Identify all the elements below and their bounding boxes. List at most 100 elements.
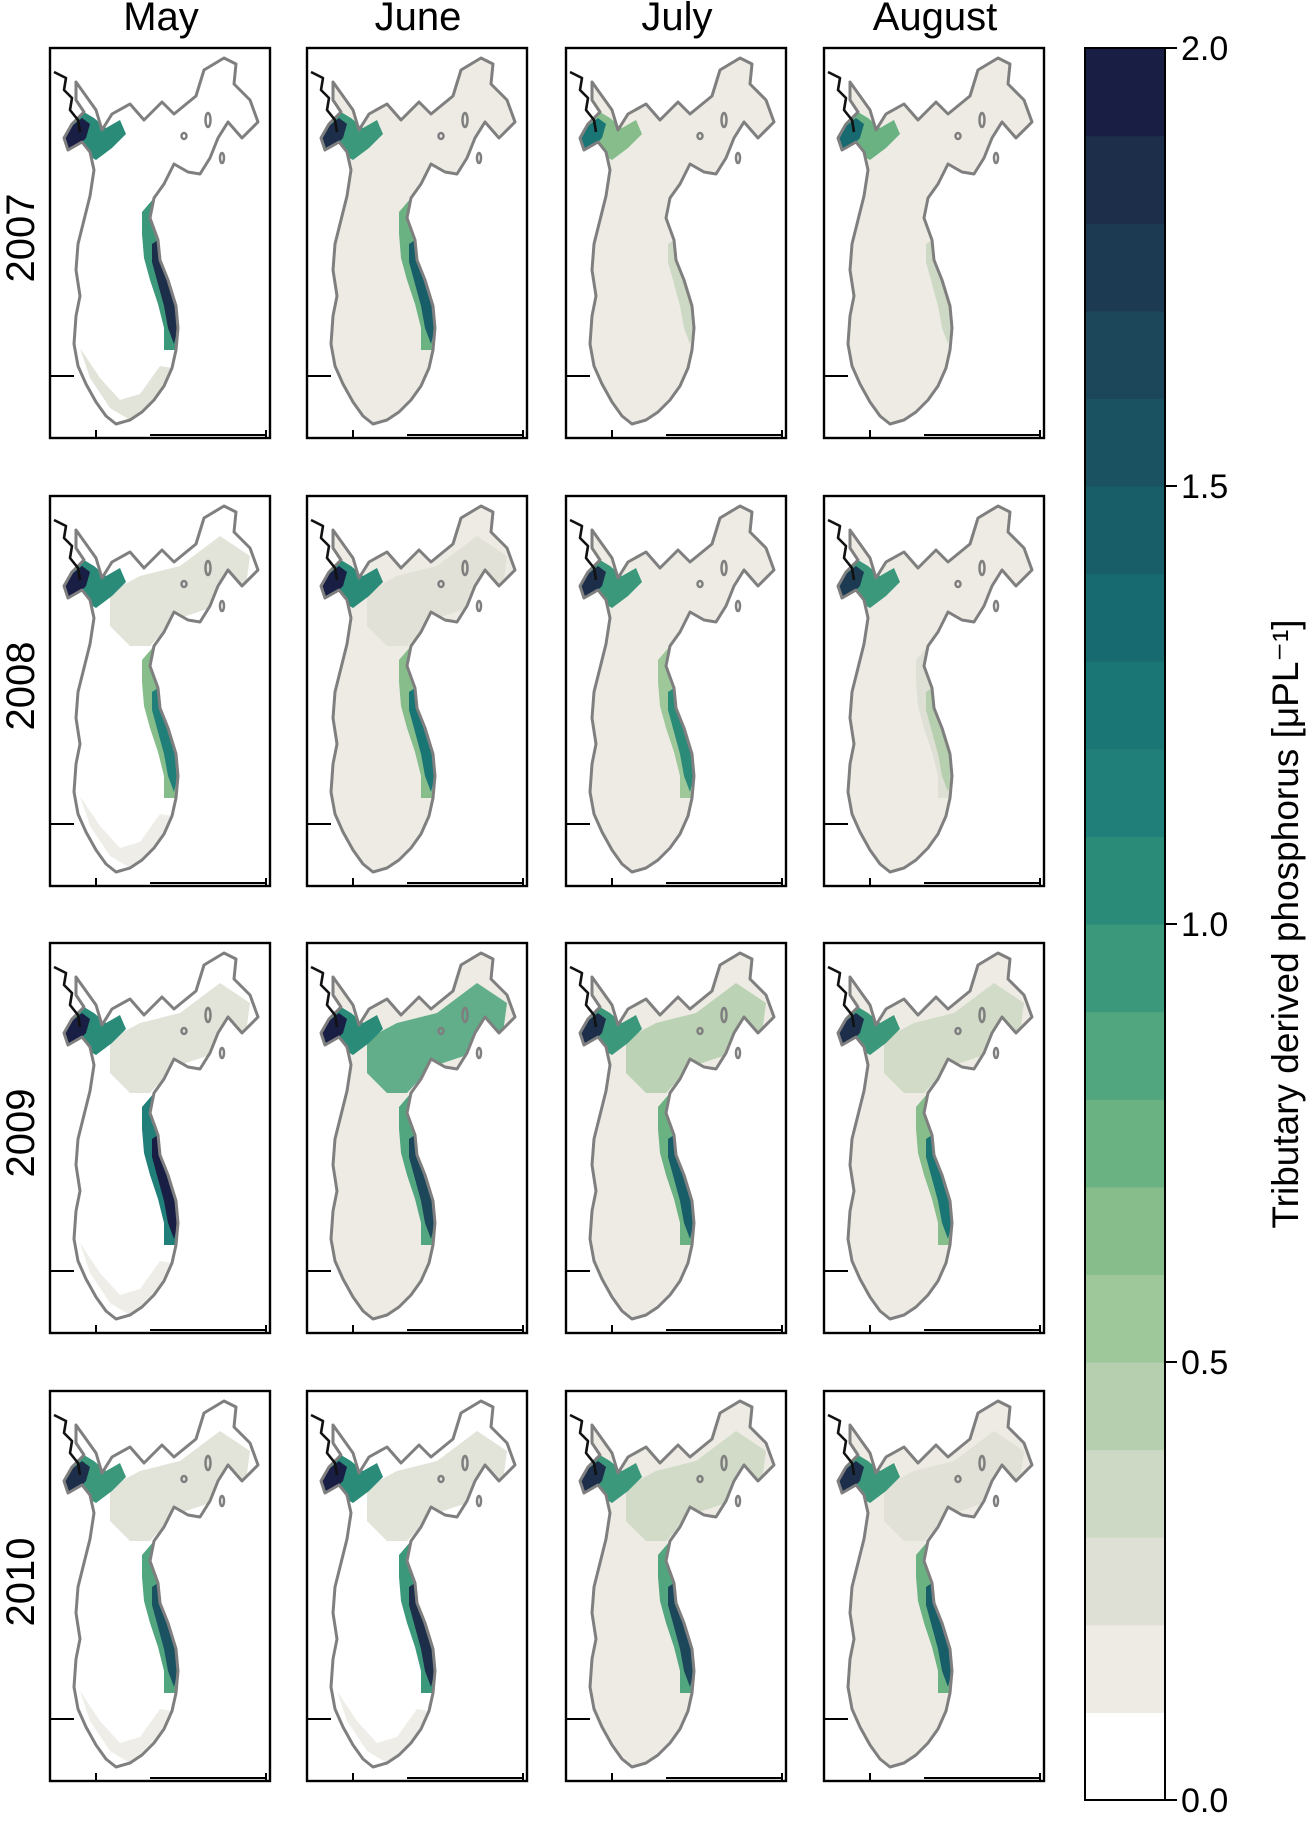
east-shore-plume-core xyxy=(926,1135,952,1239)
colorbar-tick-label: 1.0 xyxy=(1181,906,1228,944)
river-line xyxy=(53,965,82,1028)
island xyxy=(734,151,742,165)
island xyxy=(218,1494,226,1508)
colorbar-band xyxy=(1085,1449,1165,1538)
colorbar-band xyxy=(1085,1624,1165,1713)
river-line xyxy=(569,965,598,1028)
island xyxy=(475,151,483,165)
south-basin-plume xyxy=(854,1243,946,1315)
island xyxy=(992,1494,1000,1508)
island xyxy=(437,1474,445,1484)
east-shore-plume-core xyxy=(152,688,178,792)
colorbar: 0.0 0.5 1.0 1.5 2.0 Tributary derived phosph… xyxy=(1084,30,1306,1820)
south-basin-plume xyxy=(80,348,172,420)
river-line xyxy=(569,70,598,133)
north-basin-plume xyxy=(626,1431,766,1541)
north-basin-plume xyxy=(884,536,1024,646)
island xyxy=(720,111,728,129)
island xyxy=(954,131,962,141)
phosphorus-field xyxy=(838,506,1032,872)
south-basin-plume xyxy=(854,348,946,420)
map-panel-2007-june xyxy=(305,46,529,440)
colorbar-tick-label: 2.0 xyxy=(1181,30,1228,68)
map-panel-2009-may xyxy=(48,941,272,1335)
east-shore-plume-core xyxy=(668,688,694,792)
map-panel-2008-july xyxy=(564,494,788,888)
colorbar-tick-label: 0.5 xyxy=(1181,1344,1228,1382)
island xyxy=(954,1474,962,1484)
river-line xyxy=(53,70,82,133)
colorbar-band xyxy=(1085,1362,1165,1451)
island xyxy=(204,111,212,129)
bay-plume-core xyxy=(64,118,90,150)
river-line xyxy=(310,518,339,581)
row-label-2009: 2009 xyxy=(0,1089,43,1178)
island xyxy=(218,1046,226,1060)
south-basin-plume xyxy=(80,1691,172,1763)
column-label-june: June xyxy=(375,0,462,39)
river-line xyxy=(569,1413,598,1476)
column-label-july: July xyxy=(641,0,712,39)
north-basin-plume xyxy=(110,1431,250,1541)
river-line xyxy=(53,1413,82,1476)
bay-plume-core xyxy=(838,118,864,150)
island xyxy=(992,1046,1000,1060)
north-basin-plume xyxy=(367,536,507,646)
island xyxy=(954,579,962,589)
island xyxy=(437,579,445,589)
colorbar-tick-label: 1.5 xyxy=(1181,468,1228,506)
river-line xyxy=(827,965,856,1028)
island xyxy=(954,1026,962,1036)
colorbar-bands xyxy=(1085,48,1165,1801)
river-line xyxy=(827,70,856,133)
south-basin-plume xyxy=(596,348,688,420)
phosphorus-field xyxy=(321,1401,515,1767)
island xyxy=(978,111,986,129)
river-line xyxy=(310,965,339,1028)
river-line xyxy=(53,518,82,581)
colorbar-band xyxy=(1085,573,1165,662)
island xyxy=(180,131,188,141)
colorbar-band xyxy=(1085,661,1165,750)
river-line xyxy=(310,1413,339,1476)
north-basin-plume xyxy=(884,88,1024,198)
island xyxy=(734,599,742,613)
north-basin-plume xyxy=(626,88,766,198)
map-panel-2010-august xyxy=(822,1389,1046,1783)
east-shore-plume-core xyxy=(152,1583,178,1687)
north-basin-plume xyxy=(110,536,250,646)
south-basin-plume xyxy=(596,796,688,868)
island xyxy=(218,599,226,613)
bay-plume-core xyxy=(580,1013,606,1045)
column-label-august: August xyxy=(873,0,998,39)
bay-plume-core xyxy=(64,566,90,598)
colorbar-ticks: 0.0 0.5 1.0 1.5 2.0 xyxy=(1165,30,1228,1820)
south-basin-plume xyxy=(337,1243,429,1315)
south-basin-plume xyxy=(596,1691,688,1763)
island xyxy=(734,1046,742,1060)
map-panel-2009-august xyxy=(822,941,1046,1335)
bay-plume-core xyxy=(580,118,606,150)
colorbar-band xyxy=(1085,1186,1165,1275)
island xyxy=(204,1006,212,1024)
island xyxy=(992,151,1000,165)
bay-plume-core xyxy=(321,118,347,150)
south-basin-plume xyxy=(337,796,429,868)
north-basin-plume xyxy=(626,983,766,1093)
north-basin-plume xyxy=(367,88,507,198)
island xyxy=(475,599,483,613)
bay-plume-core xyxy=(580,566,606,598)
colorbar-band xyxy=(1085,1274,1165,1363)
south-basin-plume xyxy=(337,348,429,420)
island xyxy=(461,111,469,129)
map-panel-2007-august xyxy=(822,46,1046,440)
north-basin-plume xyxy=(367,983,507,1093)
bay-plume-core xyxy=(321,1461,347,1493)
east-shore-plume-core xyxy=(152,240,178,344)
map-panel-grid xyxy=(48,46,1046,1783)
island xyxy=(720,559,728,577)
east-shore-plume-core xyxy=(926,688,952,792)
island xyxy=(720,1006,728,1024)
south-basin-plume xyxy=(337,1691,429,1763)
bay-plume-core xyxy=(321,1013,347,1045)
